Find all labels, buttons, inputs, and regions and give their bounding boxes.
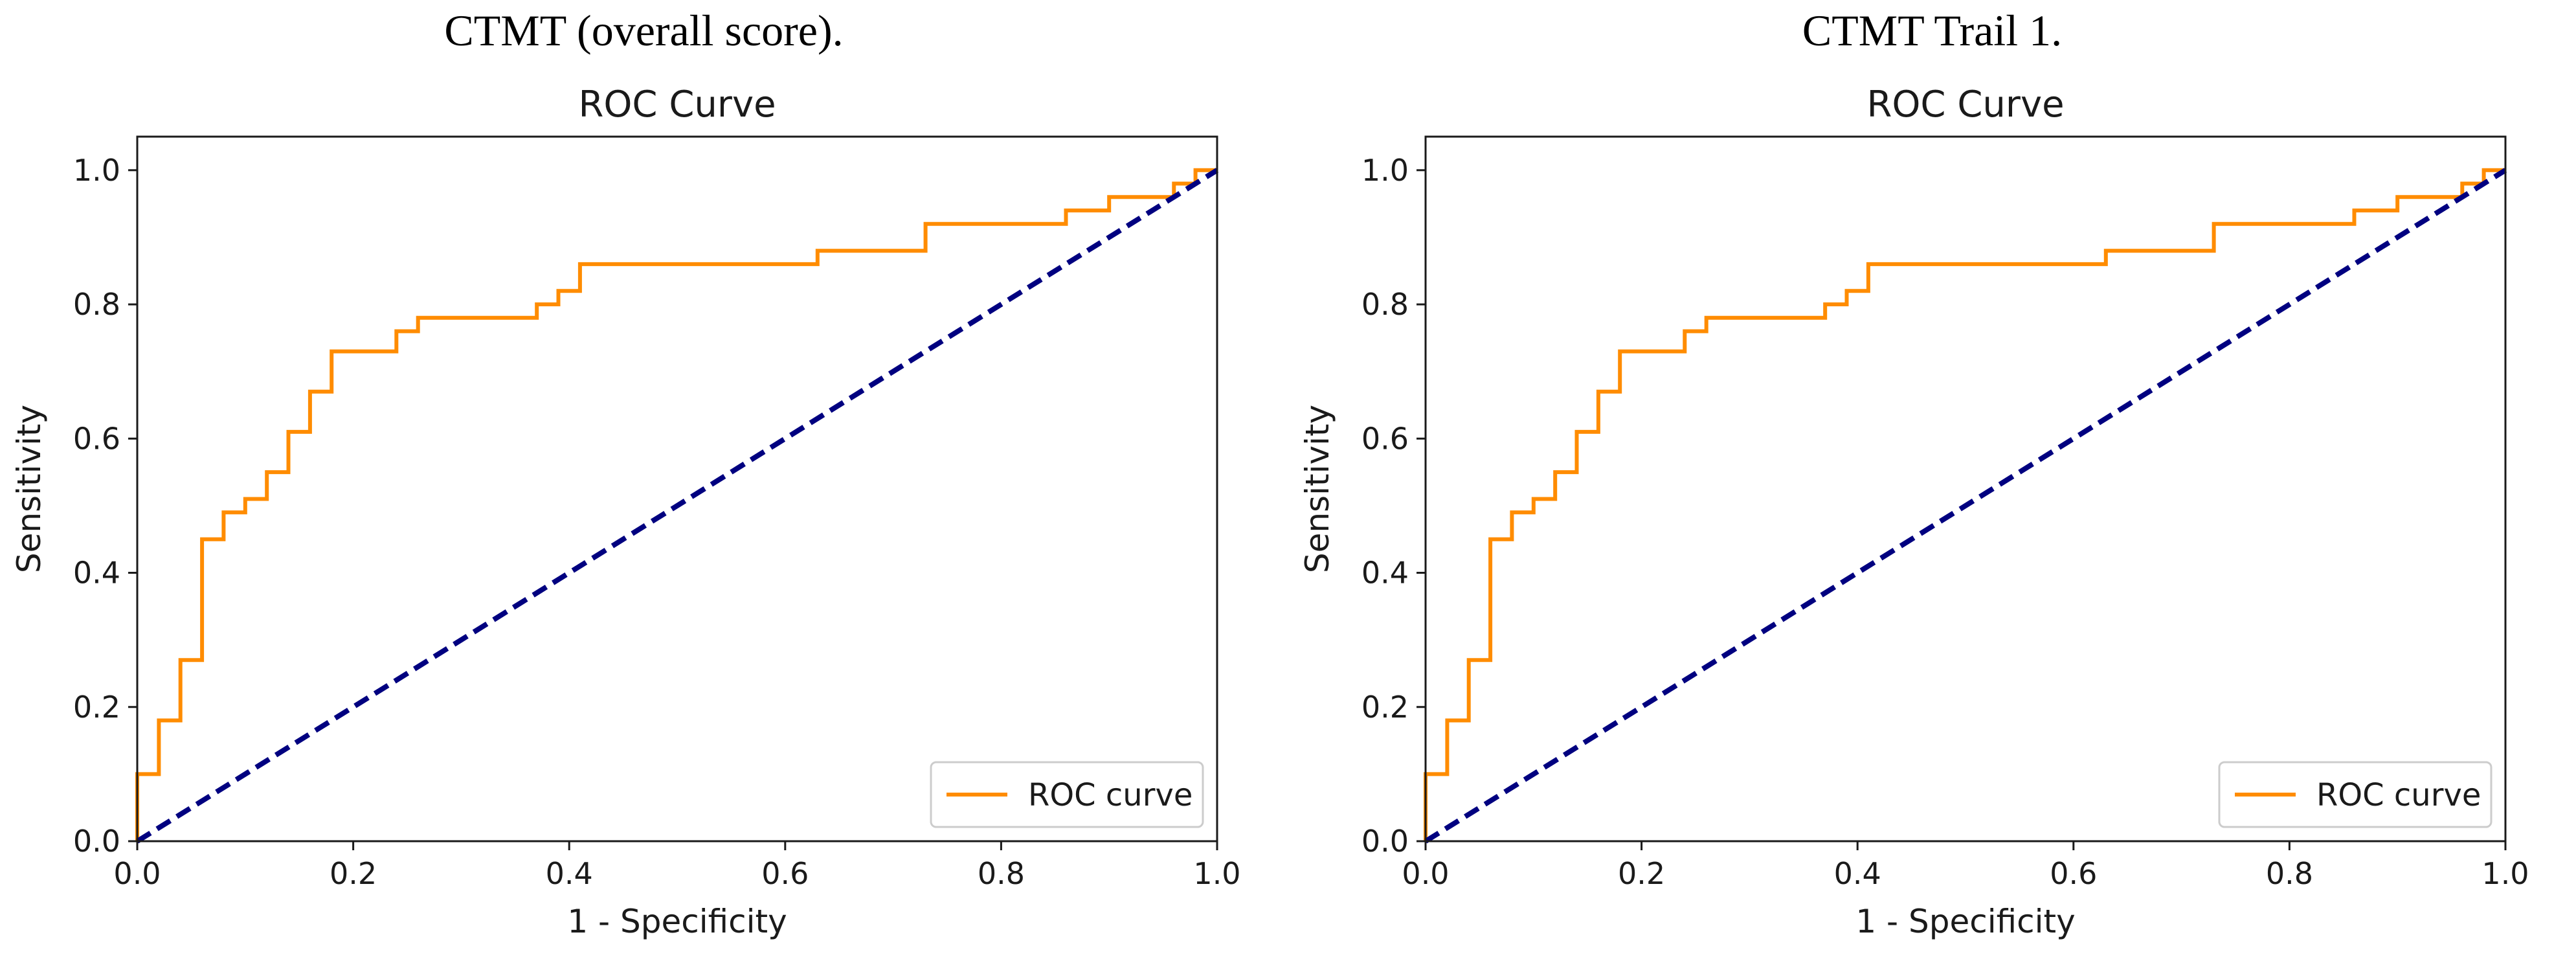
x-tick-label: 0.0 (113, 856, 161, 891)
y-axis-label: Sensitivity (10, 405, 48, 573)
y-tick-label: 0.4 (1361, 556, 1409, 591)
y-tick-label: 0.2 (1361, 690, 1409, 725)
y-tick-label: 0.2 (73, 690, 120, 725)
x-tick-label: 0.8 (978, 856, 1025, 891)
y-tick-label: 0.6 (73, 421, 120, 456)
y-tick-label: 0.8 (1361, 287, 1409, 322)
legend-label: ROC curve (2316, 777, 2481, 813)
x-tick-label: 0.0 (1402, 856, 1449, 891)
legend-label: ROC curve (1028, 777, 1193, 813)
x-tick-label: 0.2 (1618, 856, 1665, 891)
chart-title: ROC Curve (578, 84, 776, 126)
axes-frame (1424, 135, 2507, 842)
y-tick-label: 0.4 (73, 556, 120, 591)
y-tick-label: 1.0 (1361, 153, 1409, 188)
legend-box (2218, 761, 2492, 828)
chance-diagonal-line (135, 168, 1219, 844)
panel-caption: CTMT Trail 1. (1802, 6, 2063, 55)
y-tick-label: 0.6 (1361, 421, 1409, 456)
roc-panel-trail-1: CTMT Trail 1. ROC Curve 0.0 0.2 0.4 0.6 0.8 1.… (1288, 0, 2576, 961)
chance-diagonal-line (1424, 168, 2507, 844)
x-tick-label: 1.0 (1193, 856, 1240, 891)
x-tick-label: 0.6 (761, 856, 809, 891)
roc-chart-overall: ROC Curve 0.0 0.2 0.4 0.6 0.8 1.0 0.0 0.2 0.4 0.6 0… (10, 84, 1241, 940)
x-tick-label: 0.4 (546, 856, 593, 891)
y-tick-label: 0.0 (73, 824, 120, 859)
x-tick-label: 0.8 (2266, 856, 2313, 891)
roc-panel-overall: CTMT (overall score). ROC Curve 0.0 0.2 0.4… (10, 6, 1241, 940)
y-tick-label: 0.8 (73, 287, 120, 322)
roc-chart-trail-1: ROC Curve 0.0 0.2 0.4 0.6 0.8 1.0 0.0 0.2 0.4 0.6 0… (1299, 84, 2529, 940)
x-tick-label: 0.2 (330, 856, 377, 891)
y-tick-label: 1.0 (73, 153, 120, 188)
roc-curve-line (1424, 168, 2505, 841)
chart-title: ROC Curve (1866, 84, 2064, 126)
x-axis-label: 1 - Specificity (567, 903, 787, 940)
roc-curve-line (135, 168, 1217, 841)
y-axis-label: Sensitivity (1299, 405, 1336, 573)
x-tick-label: 0.4 (1834, 856, 1881, 891)
legend-box (930, 761, 1204, 828)
y-tick-label: 0.0 (1361, 824, 1409, 859)
x-axis-label: 1 - Specificity (1855, 903, 2075, 940)
x-tick-label: 0.6 (2050, 856, 2097, 891)
legend: ROC curve (2218, 761, 2492, 828)
legend: ROC curve (930, 761, 1204, 828)
panel-caption: CTMT (overall score). (444, 6, 844, 55)
x-tick-label: 1.0 (2481, 856, 2529, 891)
axes-frame (136, 135, 1218, 842)
